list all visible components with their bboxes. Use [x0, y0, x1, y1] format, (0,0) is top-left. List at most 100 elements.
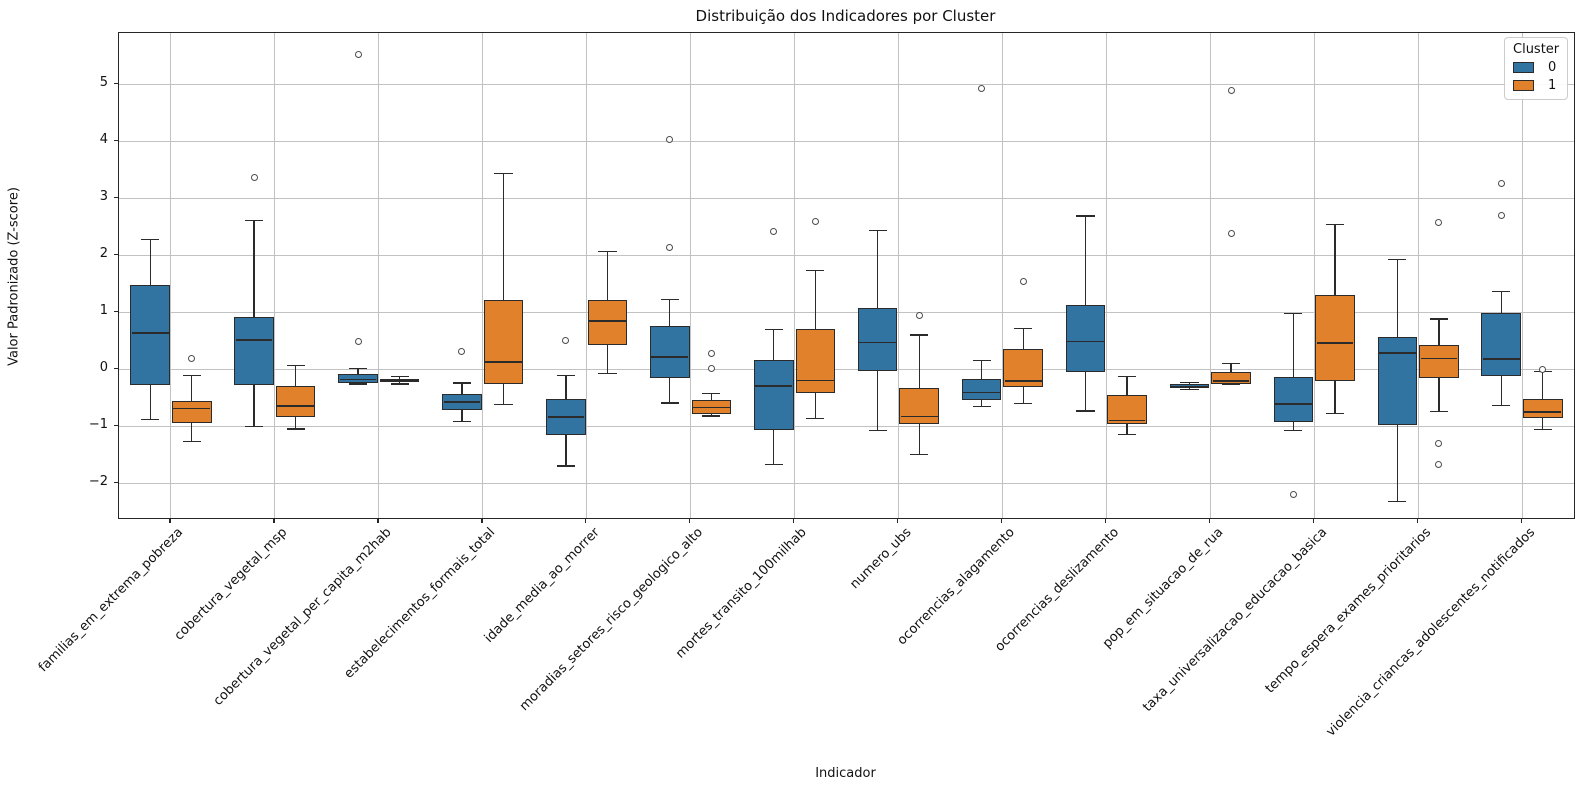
whisker-lower	[565, 434, 567, 467]
gridline-vertical	[586, 33, 588, 518]
x-tick-mark	[481, 519, 483, 523]
box-cluster1-idade_media_ao_morrer	[587, 300, 628, 345]
gridline-vertical	[170, 33, 172, 518]
y-tick-mark	[113, 424, 118, 427]
y-tick-label: 2	[99, 246, 108, 262]
whisker-cap-lower	[286, 428, 305, 430]
whisker-cap-lower	[910, 453, 929, 455]
box-cluster0-cobertura_vegetal_msp	[234, 316, 274, 386]
median-line	[235, 339, 273, 341]
whisker-upper	[565, 375, 567, 399]
whisker-lower	[461, 410, 463, 422]
whisker-cap-upper	[972, 360, 991, 362]
whisker-lower	[1438, 378, 1440, 412]
median-line	[485, 361, 522, 363]
gridline-vertical	[794, 33, 796, 518]
y-tick-label: 3	[99, 189, 108, 205]
whisker-upper	[773, 329, 775, 360]
box-cluster1-violencia_criancas_adolescentes_notificados	[1523, 398, 1563, 419]
gridline-vertical	[482, 33, 484, 518]
y-axis-title: Valor Padronizado (Z-score)	[6, 187, 22, 366]
box-cluster1-cobertura_vegetal_msp	[275, 386, 316, 418]
whisker-lower	[149, 384, 151, 420]
box-cluster0-taxa_universalizacao_educacao_basica	[1273, 377, 1314, 423]
whisker-cap-upper	[1221, 362, 1241, 365]
legend-entry-cluster-1: 1	[1513, 78, 1559, 93]
box-cluster1-taxa_universalizacao_educacao_basica	[1315, 295, 1355, 382]
x-tick-mark	[1312, 519, 1314, 523]
outlier-point	[666, 244, 674, 252]
median-line	[547, 416, 585, 418]
outlier-point	[1227, 87, 1235, 95]
outlier-point	[1227, 230, 1235, 238]
median-line	[173, 407, 211, 410]
whisker-upper	[461, 382, 463, 394]
whisker-lower	[398, 382, 401, 385]
x-tick-label: numero_ubs	[846, 525, 915, 593]
whisker-cap-lower	[702, 415, 721, 417]
whisker-cap-upper	[702, 393, 721, 395]
whisker-lower	[253, 385, 255, 427]
whisker-upper	[1292, 313, 1295, 378]
median-line	[651, 355, 689, 358]
median-line	[131, 331, 169, 334]
whisker-upper	[1334, 224, 1336, 296]
whisker-cap-upper	[141, 238, 160, 240]
median-line	[339, 378, 377, 381]
whisker-cap-lower	[141, 418, 160, 421]
box-cluster0-ocorrencias_alagamento	[961, 378, 1002, 401]
outlier-point	[354, 51, 362, 59]
outlier-point	[562, 337, 570, 345]
whisker-upper	[918, 335, 920, 389]
whisker-lower	[1188, 388, 1191, 390]
y-tick-label: 5	[99, 75, 108, 91]
whisker-lower	[814, 392, 816, 419]
whisker-cap-upper	[1325, 223, 1345, 226]
whisker-cap-upper	[494, 172, 513, 174]
whisker-cap-lower	[1388, 500, 1407, 503]
median-line	[381, 379, 418, 382]
y-tick-label: 1	[99, 303, 108, 319]
whisker-upper	[1084, 215, 1087, 306]
whisker-cap-lower	[556, 465, 575, 467]
whisker-cap-lower	[1533, 429, 1552, 431]
y-tick-mark	[113, 253, 118, 256]
box-cluster0-violencia_criancas_adolescentes_notificados	[1481, 312, 1522, 377]
chart-title: Distribuição dos Indicadores por Cluster	[695, 7, 996, 25]
whisker-cap-lower	[348, 383, 368, 385]
x-tick-mark	[1416, 519, 1418, 523]
outlier-point	[354, 338, 362, 346]
outlier-point	[250, 173, 258, 181]
median-line	[1275, 403, 1312, 405]
x-axis-title: Indicador	[815, 766, 876, 781]
gridline-vertical	[274, 33, 276, 518]
whisker-upper	[606, 251, 609, 301]
whisker-lower	[669, 377, 671, 403]
whisker-cap-lower	[245, 425, 264, 427]
outlier-point	[188, 354, 196, 362]
y-tick-mark	[113, 139, 118, 142]
whisker-upper	[1126, 376, 1128, 396]
outlier-point	[811, 217, 819, 225]
whisker-upper	[1542, 371, 1544, 399]
gridline-vertical	[1105, 33, 1107, 518]
x-tick-mark	[689, 519, 691, 523]
x-tick-mark	[169, 519, 171, 523]
gridline-horizontal	[119, 83, 1574, 85]
whisker-cap-lower	[972, 405, 991, 407]
whisker-upper	[398, 376, 401, 379]
median-line	[963, 391, 1000, 394]
outlier-point	[915, 311, 923, 319]
whisker-cap-upper	[286, 364, 305, 366]
whisker-lower	[918, 423, 920, 455]
gridline-horizontal	[119, 425, 1574, 427]
median-line	[693, 406, 730, 409]
whisker-cap-lower	[806, 417, 825, 419]
whisker-cap-upper	[452, 382, 472, 384]
outlier-point	[707, 349, 715, 357]
whisker-cap-upper	[1076, 215, 1095, 217]
whisker-cap-lower	[1429, 410, 1448, 413]
whisker-cap-upper	[806, 270, 825, 272]
whisker-upper	[191, 375, 193, 402]
x-tick-label: idade_media_ao_morrer	[481, 525, 603, 647]
